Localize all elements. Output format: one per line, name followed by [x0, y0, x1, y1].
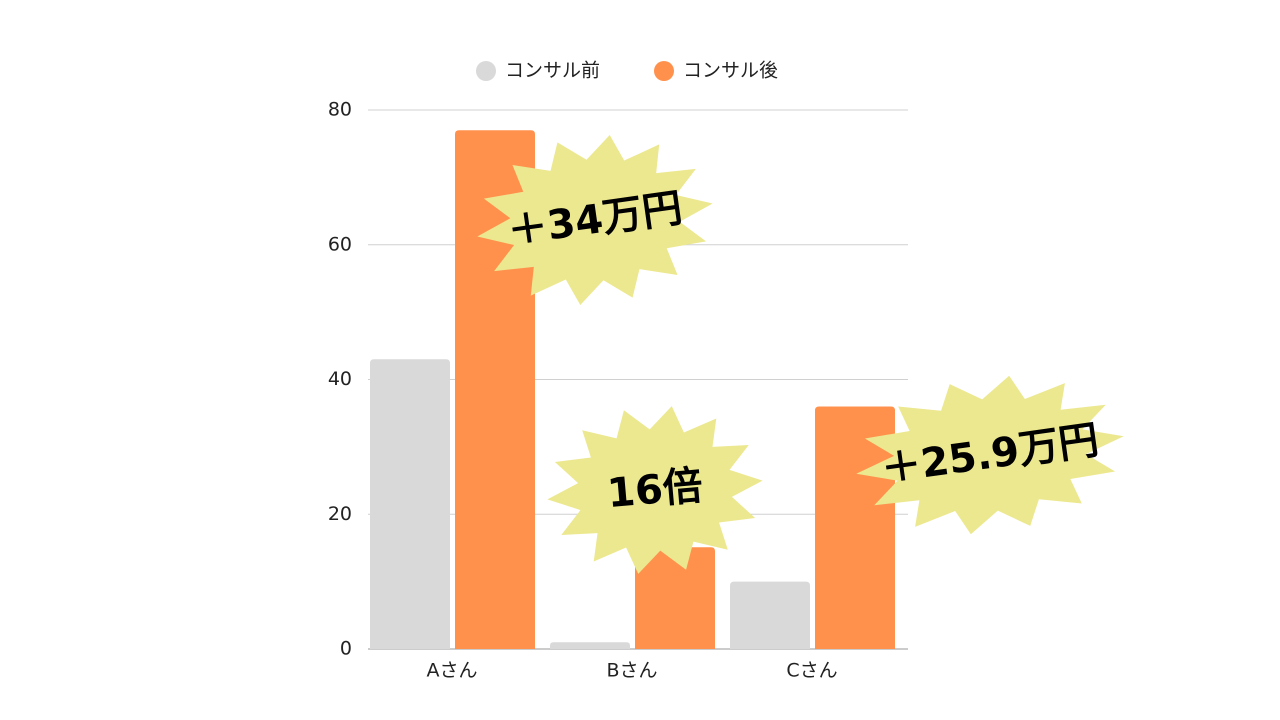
bar: [550, 642, 630, 649]
annotation-burst: [547, 406, 763, 574]
annotation: ＋34万円: [477, 135, 713, 305]
annotation: 16倍: [547, 406, 763, 574]
y-tick-label: 40: [328, 368, 352, 390]
bar: [635, 547, 715, 649]
y-tick-label: 0: [340, 638, 352, 660]
legend-label: コンサル後: [683, 60, 778, 82]
y-tick-label: 80: [328, 99, 352, 121]
bar: [730, 581, 810, 649]
x-tick-label: Bさん: [606, 660, 657, 682]
annotation-text: 16倍: [605, 463, 704, 517]
annotation-burst: [477, 135, 713, 305]
bar: [370, 359, 450, 649]
y-tick-label: 60: [328, 233, 352, 255]
legend-swatch: [476, 61, 496, 81]
legend-label: コンサル前: [505, 60, 600, 82]
y-tick-label: 20: [328, 503, 352, 525]
legend-swatch: [654, 61, 674, 81]
annotation: ＋25.9万円: [856, 375, 1124, 535]
x-tick-label: Aさん: [427, 660, 478, 682]
annotation-burst: [856, 375, 1124, 535]
x-tick-label: Cさん: [786, 660, 837, 682]
